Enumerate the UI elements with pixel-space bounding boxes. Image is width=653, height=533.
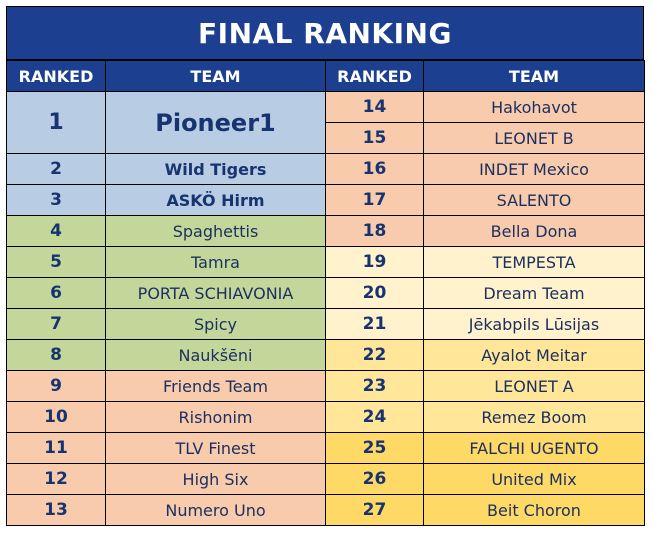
team-cell: PORTA SCHIAVONIA [105,277,326,309]
rank-cell: 5 [6,246,106,278]
rank-cell: 24 [325,401,424,433]
table-row: 4 Spaghettis 18 Bella Dona [6,215,645,247]
rank-cell: 21 [325,308,424,340]
rank-cell: 7 [6,308,106,340]
team-cell: Bella Dona [423,215,645,247]
team-cell: Dream Team [423,277,645,309]
team-cell: Wild Tigers [105,153,326,185]
page-title: FINAL RANKING [6,6,644,60]
rank-cell: 11 [6,432,106,464]
ranking-sheet: FINAL RANKING RANKED TEAM RANKED TEAM 1 … [6,6,645,526]
team-cell: SALENTO [423,184,645,216]
team-cell: Hakohavot [423,91,645,123]
team-cell: Remez Boom [423,401,645,433]
team-cell: High Six [105,463,326,495]
header-team-left: TEAM [105,60,326,92]
table-row: 10 Rishonim 24 Remez Boom [6,401,645,433]
team-cell: Friends Team [105,370,326,402]
rank-cell: 26 [325,463,424,495]
rank-cell: 16 [325,153,424,185]
table-row: 5 Tamra 19 TEMPESTA [6,246,645,278]
team-cell: Beit Choron [423,494,645,526]
team-cell: Numero Uno [105,494,326,526]
team-cell: FALCHI UGENTO [423,432,645,464]
rank-cell: 12 [6,463,106,495]
header-row: RANKED TEAM RANKED TEAM [6,60,645,92]
header-team-right: TEAM [423,60,645,92]
rank-cell: 2 [6,153,106,185]
table-row: 15 LEONET B [7,122,645,154]
rank-cell: 4 [6,215,106,247]
header-ranked-right: RANKED [325,60,424,92]
team-cell: TEMPESTA [423,246,645,278]
table-row: 7 Spicy 21 Jēkabpils Lūsijas [6,308,645,340]
rank-cell: 10 [6,401,106,433]
team-cell: Spaghettis [105,215,326,247]
team-cell: Jēkabpils Lūsijas [423,308,645,340]
rank-cell: 25 [325,432,424,464]
team-cell: United Mix [423,463,645,495]
rank-cell: 13 [6,494,106,526]
rank-cell: 9 [6,370,106,402]
table-row: 1 Pioneer1 14 Hakohavot [6,91,645,154]
team-cell: ASKÖ Hirm [105,184,326,216]
table-row: 3 ASKÖ Hirm 17 SALENTO [6,184,645,216]
team-cell: Spicy [105,308,326,340]
rank-cell: 15 [325,122,424,154]
team-cell: Rishonim [105,401,326,433]
table-row: 12 High Six 26 United Mix [6,463,645,495]
team-cell: INDET Mexico [423,153,645,185]
table-row: 9 Friends Team 23 LEONET A [6,370,645,402]
team-cell: TLV Finest [105,432,326,464]
team-cell: Tamra [105,246,326,278]
team-cell: Pioneer1 [105,91,326,154]
team-cell: Ayalot Meitar [423,339,645,371]
rank-cell: 1 [6,91,106,154]
team-cell: LEONET A [423,370,645,402]
team-cell: Naukšēni [105,339,326,371]
rank-cell: 22 [325,339,424,371]
rank-cell: 23 [325,370,424,402]
rank-cell: 8 [6,339,106,371]
rank-cell: 6 [6,277,106,309]
table-row: 8 Naukšēni 22 Ayalot Meitar [6,339,645,371]
table-row: 6 PORTA SCHIAVONIA 20 Dream Team [6,277,645,309]
header-ranked-left: RANKED [6,60,106,92]
rank-cell: 3 [6,184,106,216]
table-row: 2 Wild Tigers 16 INDET Mexico [6,153,645,185]
rank-cell: 14 [325,91,424,123]
team-cell: LEONET B [423,122,645,154]
table-row: 11 TLV Finest 25 FALCHI UGENTO [6,432,645,464]
rank-cell: 27 [325,494,424,526]
table-row: 13 Numero Uno 27 Beit Choron [6,494,645,526]
rank-cell: 18 [325,215,424,247]
rank-cell: 17 [325,184,424,216]
ranking-table: RANKED TEAM RANKED TEAM 1 Pioneer1 14 Ha… [6,60,645,526]
rank-cell: 19 [325,246,424,278]
rank-cell: 20 [325,277,424,309]
